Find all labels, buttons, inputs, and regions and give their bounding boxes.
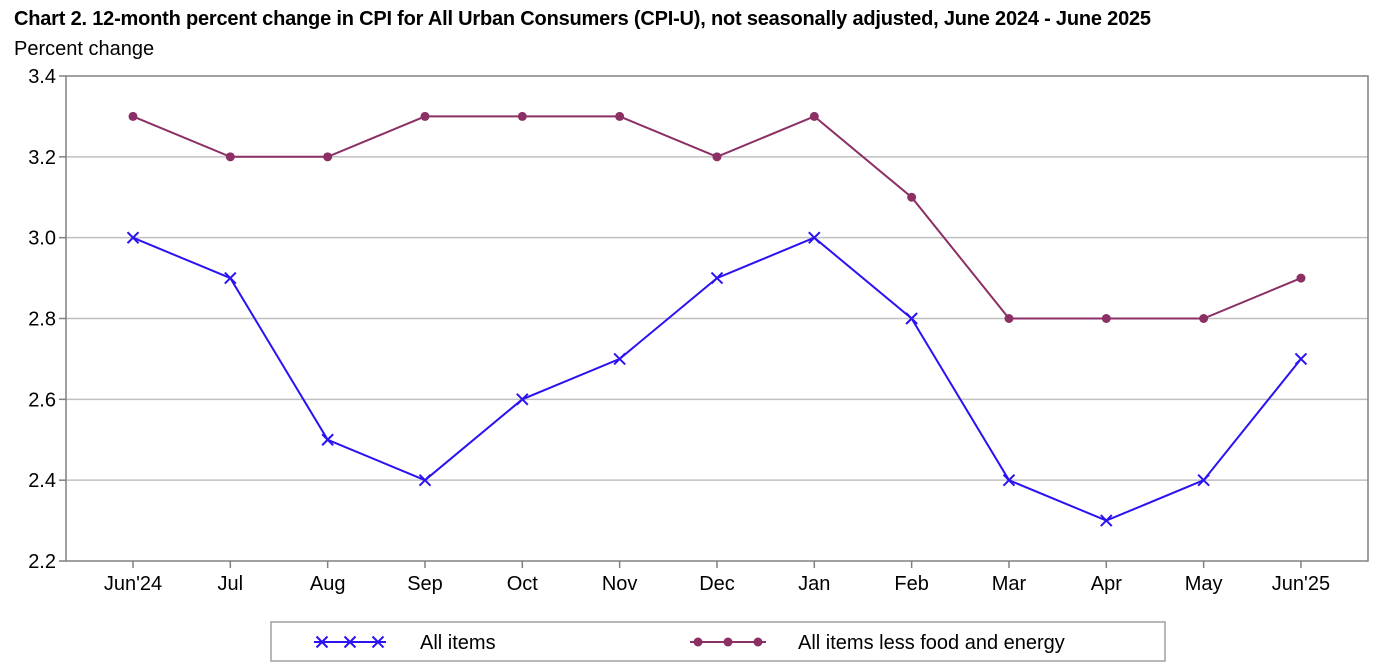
data-point xyxy=(1197,473,1210,487)
data-point xyxy=(418,473,432,487)
data-point xyxy=(1101,314,1111,323)
y-axis-ticks: 2.2 2.4 2.6 2.8 3.0 3.2 3.4 xyxy=(28,66,66,573)
y-tick-label: 2.4 xyxy=(28,470,56,492)
data-point xyxy=(615,111,625,121)
data-point xyxy=(128,111,138,121)
y-axis-title: Percent change xyxy=(14,38,155,60)
data-point xyxy=(1296,273,1306,283)
legend-swatch-marker xyxy=(753,637,763,647)
data-point xyxy=(323,152,333,162)
y-tick-label: 2.2 xyxy=(28,551,56,573)
y-tick-label: 3.0 xyxy=(28,228,56,250)
data-point xyxy=(516,393,529,406)
x-tick-label: Jun'25 xyxy=(1272,573,1330,595)
legend-swatch-marker xyxy=(371,635,385,649)
y-tick-label: 3.2 xyxy=(28,147,56,169)
y-tick-label: 2.6 xyxy=(28,389,56,411)
legend-swatch-marker xyxy=(693,637,703,647)
x-tick-label: Mar xyxy=(992,573,1027,595)
legend-label: All items less food and energy xyxy=(798,632,1065,654)
x-tick-label: Jun'24 xyxy=(104,573,162,595)
data-point xyxy=(224,271,237,285)
series-line xyxy=(132,115,1302,320)
x-tick-label: Aug xyxy=(310,573,346,595)
x-tick-label: May xyxy=(1185,573,1223,595)
y-tick-label: 3.4 xyxy=(28,66,56,88)
data-point xyxy=(1294,352,1308,366)
data-point xyxy=(321,433,334,446)
data-point xyxy=(1100,514,1113,527)
data-point xyxy=(225,152,235,162)
series-all-items xyxy=(126,231,1308,527)
legend: All items All items less food and energy xyxy=(270,621,1166,662)
series-line xyxy=(132,236,1302,522)
data-point xyxy=(907,192,917,202)
data-point xyxy=(905,312,918,325)
series-all-items-less-food-and-energy xyxy=(128,111,1306,323)
x-tick-label: Sep xyxy=(407,573,443,595)
data-point xyxy=(809,111,819,121)
x-tick-label: Feb xyxy=(894,573,928,595)
y-tick-label: 2.8 xyxy=(28,309,56,331)
data-point xyxy=(420,111,430,121)
data-point xyxy=(1004,314,1014,323)
series-layer xyxy=(126,111,1308,527)
legend-swatch-marker xyxy=(315,635,329,649)
legend-label: All items xyxy=(420,632,496,654)
data-point xyxy=(126,231,140,244)
data-point xyxy=(1002,473,1016,487)
legend-entry: All items xyxy=(314,632,496,654)
legend-swatch-marker xyxy=(723,637,733,647)
x-tick-label: Dec xyxy=(699,573,735,595)
x-tick-label: Apr xyxy=(1091,573,1122,595)
x-tick-label: Oct xyxy=(507,573,539,595)
x-tick-label: Nov xyxy=(602,573,638,595)
legend-swatch-marker xyxy=(343,635,357,649)
chart-title: Chart 2. 12-month percent change in CPI … xyxy=(14,8,1151,30)
data-point xyxy=(712,152,722,162)
x-axis-ticks: Jun'24 Jul Aug Sep Oct Nov Dec Jan Feb Mar Apr May J… xyxy=(104,561,1330,595)
x-tick-label: Jan xyxy=(798,573,830,595)
data-point xyxy=(808,231,821,244)
data-point xyxy=(517,111,527,121)
data-point xyxy=(1199,314,1209,323)
data-point xyxy=(710,271,724,285)
legend-entry: All items less food and energy xyxy=(690,632,1065,654)
data-point xyxy=(613,352,626,366)
x-tick-label: Jul xyxy=(218,573,244,595)
legend-items: All items All items less food and energy xyxy=(314,632,1065,654)
